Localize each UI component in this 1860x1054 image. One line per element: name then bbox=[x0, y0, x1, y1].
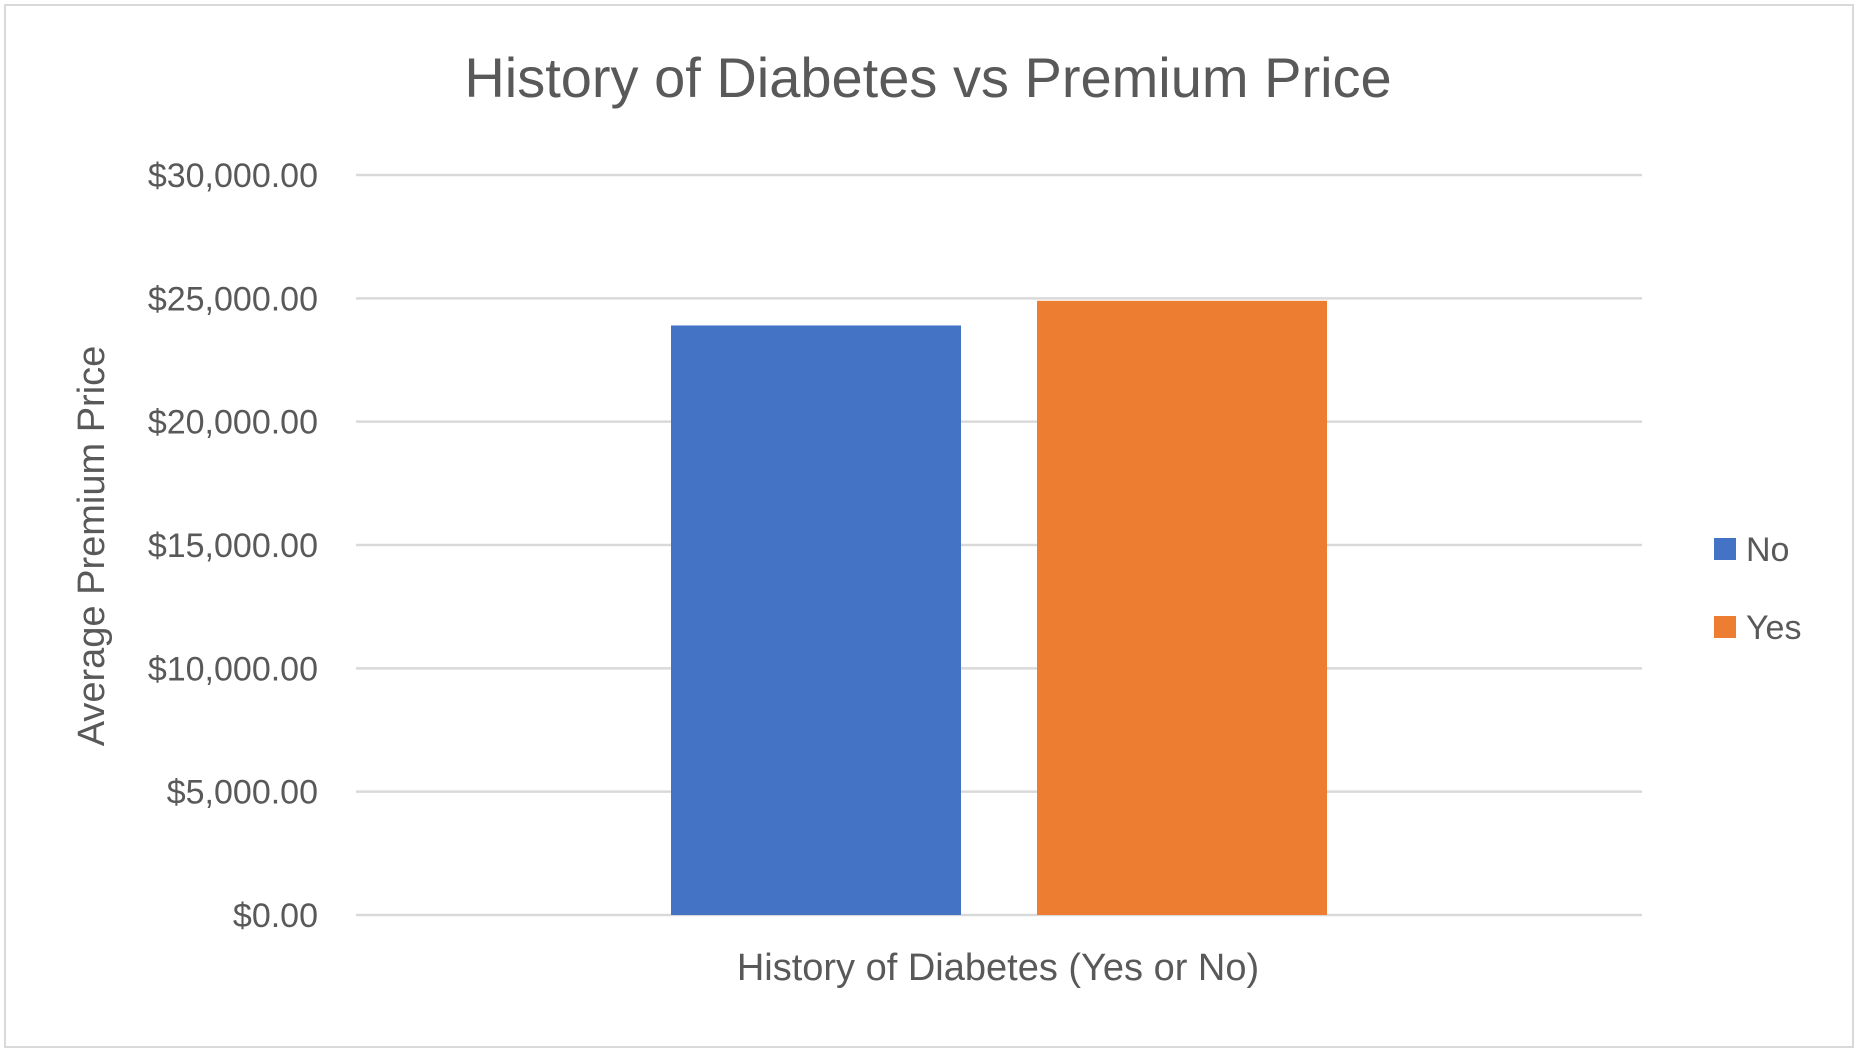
gridlines bbox=[356, 173, 1642, 917]
bar-yes bbox=[1037, 300, 1327, 915]
legend: No Yes bbox=[1714, 531, 1801, 647]
legend-label-no: No bbox=[1746, 531, 1789, 569]
y-tick-label: $5,000.00 bbox=[167, 774, 318, 812]
legend-label-yes: Yes bbox=[1746, 609, 1801, 647]
bars bbox=[671, 300, 1327, 915]
bar-no bbox=[671, 325, 961, 915]
legend-swatch-no bbox=[1714, 538, 1736, 560]
y-axis-label: Average Premium Price bbox=[71, 346, 113, 747]
y-axis-ticks: $0.00 $5,000.00 $10,000.00 $15,000.00 $20,00… bbox=[148, 157, 318, 935]
chart-title: History of Diabetes vs Premium Price bbox=[464, 46, 1391, 109]
y-tick-label: $0.00 bbox=[233, 897, 318, 935]
y-tick-label: $20,000.00 bbox=[148, 404, 318, 442]
legend-swatch-yes bbox=[1714, 616, 1736, 638]
y-tick-label: $30,000.00 bbox=[148, 157, 318, 195]
y-tick-label: $25,000.00 bbox=[148, 280, 318, 318]
x-axis-label: History of Diabetes (Yes or No) bbox=[737, 947, 1259, 989]
y-tick-label: $10,000.00 bbox=[148, 650, 318, 688]
y-tick-label: $15,000.00 bbox=[148, 527, 318, 565]
